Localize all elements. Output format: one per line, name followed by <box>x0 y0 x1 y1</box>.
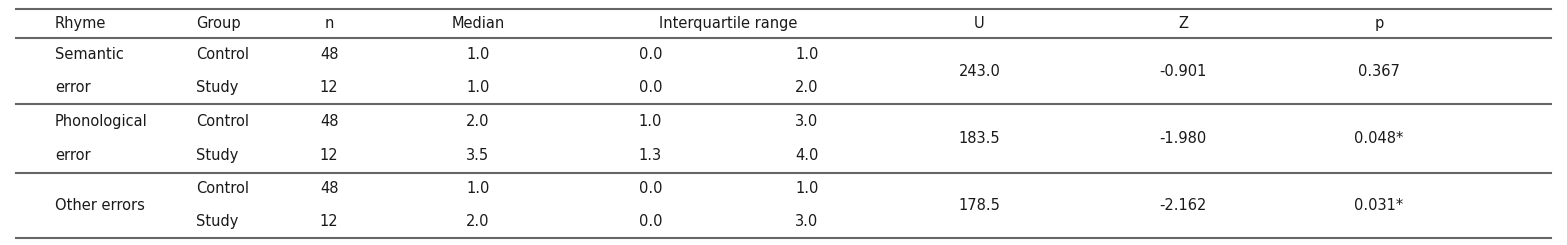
Text: 1.0: 1.0 <box>467 80 489 95</box>
Text: 12: 12 <box>320 214 338 229</box>
Text: n: n <box>324 16 334 31</box>
Text: Control: Control <box>196 47 249 62</box>
Text: 1.0: 1.0 <box>467 182 489 196</box>
Text: 4.0: 4.0 <box>796 148 818 163</box>
Text: Study: Study <box>196 80 238 95</box>
Text: 0.0: 0.0 <box>639 182 661 196</box>
Text: -1.980: -1.980 <box>1160 131 1207 146</box>
Text: Phonological: Phonological <box>55 114 147 129</box>
Text: 1.0: 1.0 <box>796 182 818 196</box>
Text: Study: Study <box>196 214 238 229</box>
Text: 1.0: 1.0 <box>639 114 661 129</box>
Text: -2.162: -2.162 <box>1160 198 1207 213</box>
Text: 2.0: 2.0 <box>467 114 489 129</box>
Text: 0.0: 0.0 <box>639 80 661 95</box>
Text: Rhyme: Rhyme <box>55 16 107 31</box>
Text: 3.5: 3.5 <box>467 148 489 163</box>
Text: Group: Group <box>196 16 240 31</box>
Text: 183.5: 183.5 <box>959 131 1000 146</box>
Text: 0.0: 0.0 <box>639 47 661 62</box>
Text: 3.0: 3.0 <box>796 214 818 229</box>
Text: 0.048*: 0.048* <box>1354 131 1404 146</box>
Text: 48: 48 <box>320 182 338 196</box>
Text: 12: 12 <box>320 148 338 163</box>
Text: 3.0: 3.0 <box>796 114 818 129</box>
Text: error: error <box>55 148 91 163</box>
Text: U: U <box>975 16 984 31</box>
Text: 2.0: 2.0 <box>467 214 489 229</box>
Text: Semantic: Semantic <box>55 47 124 62</box>
Text: 178.5: 178.5 <box>959 198 1000 213</box>
Text: 0.0: 0.0 <box>639 214 661 229</box>
Text: 0.367: 0.367 <box>1359 63 1399 79</box>
Text: -0.901: -0.901 <box>1160 63 1207 79</box>
Text: Other errors: Other errors <box>55 198 144 213</box>
Text: Median: Median <box>451 16 505 31</box>
Text: Z: Z <box>1178 16 1188 31</box>
Text: 2.0: 2.0 <box>796 80 818 95</box>
Text: 1.0: 1.0 <box>796 47 818 62</box>
Text: Interquartile range: Interquartile range <box>660 16 798 31</box>
Text: 0.031*: 0.031* <box>1354 198 1404 213</box>
Text: 1.3: 1.3 <box>639 148 661 163</box>
Text: p: p <box>1374 16 1384 31</box>
Text: Control: Control <box>196 182 249 196</box>
Text: error: error <box>55 80 91 95</box>
Text: 1.0: 1.0 <box>467 47 489 62</box>
Text: 48: 48 <box>320 47 338 62</box>
Text: Study: Study <box>196 148 238 163</box>
Text: 12: 12 <box>320 80 338 95</box>
Text: 48: 48 <box>320 114 338 129</box>
Text: 243.0: 243.0 <box>959 63 1000 79</box>
Text: Control: Control <box>196 114 249 129</box>
